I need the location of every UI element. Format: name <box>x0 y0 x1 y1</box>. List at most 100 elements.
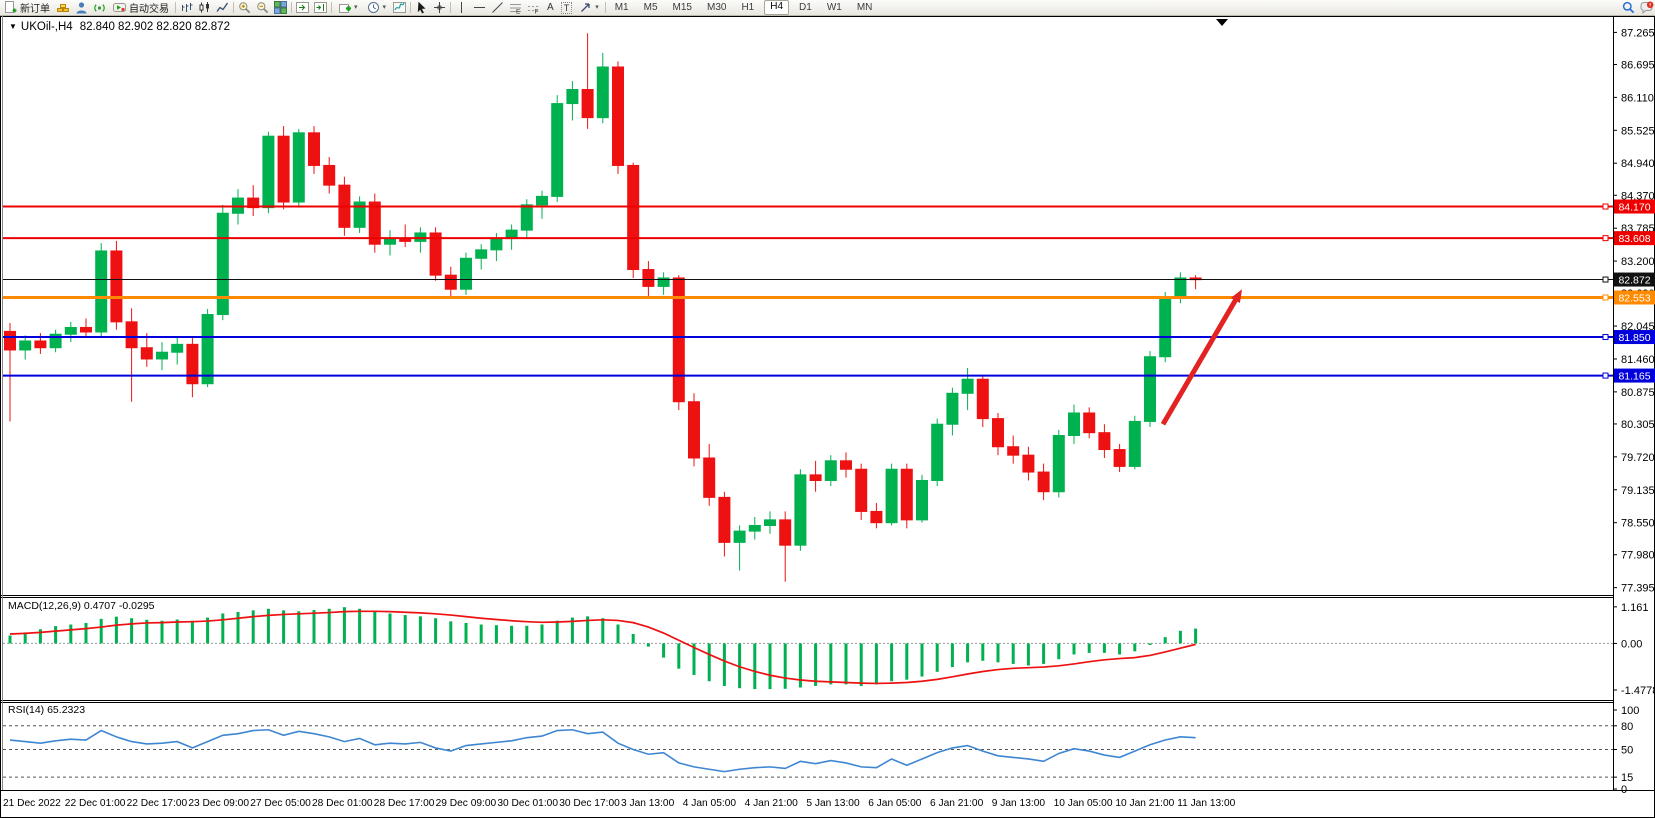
toolbar-separator <box>331 2 332 13</box>
svg-text:80.875: 80.875 <box>1621 387 1655 399</box>
svg-text:11 Jan 13:00: 11 Jan 13:00 <box>1177 798 1235 809</box>
timeframe-button-M30[interactable]: M30 <box>706 2 727 13</box>
macd-histogram-bar <box>829 643 833 685</box>
svg-text:4 Jan 05:00: 4 Jan 05:00 <box>683 798 737 809</box>
svg-text:3 Jan 13:00: 3 Jan 13:00 <box>621 798 675 809</box>
macd-histogram-bar <box>23 632 27 644</box>
price-axis[interactable] <box>1614 16 1655 790</box>
candlestick-chart-icon[interactable] <box>198 1 211 14</box>
shapes-button[interactable]: ▾ <box>577 1 601 15</box>
clock-icon <box>367 1 380 14</box>
svg-text:29 Dec 09:00: 29 Dec 09:00 <box>436 798 497 809</box>
macd-histogram-bar <box>677 643 681 669</box>
fibonacci-fan-tool-icon[interactable]: F <box>527 1 540 14</box>
tile-windows-icon[interactable] <box>274 1 287 14</box>
trend-arrow-annotation[interactable] <box>1160 289 1242 426</box>
macd-histogram-bar <box>373 611 377 644</box>
notification-icon[interactable] <box>1640 1 1654 14</box>
svg-text:27 Dec 05:00: 27 Dec 05:00 <box>250 798 311 809</box>
chart-shift-marker[interactable] <box>1216 19 1228 26</box>
svg-text:86.110: 86.110 <box>1621 92 1654 104</box>
zoom-out-icon[interactable] <box>256 1 269 14</box>
toolbar: 新订单 自动交易 ▾ ▾ E F <box>0 0 1655 16</box>
svg-text:6 Jan 21:00: 6 Jan 21:00 <box>930 798 984 809</box>
macd-histogram-bar <box>753 643 757 690</box>
chart-menu-icon[interactable]: ▼ <box>9 22 17 31</box>
timeframe-button-H4[interactable]: H4 <box>764 0 790 15</box>
trendline-tool-icon[interactable] <box>491 1 504 14</box>
level-handle <box>1602 372 1609 379</box>
macd-histogram-bar <box>494 625 498 644</box>
timeframe-button-M15[interactable]: M15 <box>672 2 692 13</box>
signal-icon[interactable] <box>93 1 106 14</box>
add-indicator-button[interactable]: ▾ <box>336 1 360 15</box>
search-icon[interactable] <box>1622 1 1635 14</box>
timeframe-button-MN[interactable]: MN <box>856 2 873 13</box>
macd-histogram-bar <box>510 625 514 644</box>
time-axis[interactable] <box>0 791 1655 818</box>
rsi-line <box>9 728 1196 773</box>
arrow-shape-icon <box>579 1 592 14</box>
line-chart-icon[interactable] <box>216 1 229 14</box>
macd-histogram-bar <box>388 613 392 644</box>
price-badge <box>1614 330 1655 345</box>
period-button[interactable]: ▾ <box>365 1 389 15</box>
macd-histogram-bar <box>403 615 407 644</box>
macd-histogram-bar <box>114 616 118 644</box>
price-badge <box>1614 368 1655 383</box>
gold-icon[interactable] <box>57 1 70 14</box>
chart-symbol-period: UKOil-,H4 <box>20 21 73 33</box>
macd-histogram-bar <box>297 611 301 644</box>
macd-histogram-bar <box>1148 643 1152 646</box>
macd-histogram-bar <box>160 620 164 644</box>
crosshair-tool-icon[interactable] <box>433 1 446 14</box>
macd-histogram-bar <box>844 643 848 685</box>
macd-histogram-bar <box>145 619 149 644</box>
timeframe-button-M1[interactable]: M1 <box>614 2 629 13</box>
text-tool-button[interactable]: A <box>547 2 554 13</box>
svg-text:83.608: 83.608 <box>1618 233 1650 245</box>
template-icon[interactable] <box>393 1 407 14</box>
vertical-line-tool-icon[interactable] <box>455 1 468 14</box>
zoom-in-icon[interactable] <box>238 1 251 14</box>
level-handle <box>1602 235 1609 242</box>
new-order-label: 新订单 <box>20 4 50 15</box>
fibonacci-tool-icon[interactable]: E <box>509 1 522 14</box>
accounts-icon[interactable] <box>75 1 88 14</box>
autotrading-icon <box>113 1 126 14</box>
horizontal-line-tool-icon[interactable] <box>473 1 486 14</box>
svg-text:-1.4778: -1.4778 <box>1621 685 1655 697</box>
price-levels[interactable] <box>3 203 1613 379</box>
autotrading-button[interactable]: 自动交易 <box>111 1 171 15</box>
dropdown-caret-icon: ▾ <box>595 4 599 11</box>
svg-text:79.720: 79.720 <box>1621 452 1655 464</box>
label-tool-button[interactable]: T <box>560 1 573 14</box>
macd-histogram-bar <box>69 624 73 644</box>
macd-histogram-bar <box>981 643 985 661</box>
rsi-pane <box>3 725 1613 778</box>
chart-shift-icon[interactable] <box>314 1 327 14</box>
macd-histogram-bar <box>570 617 574 644</box>
level-handle <box>1602 276 1609 283</box>
timeframe-button-M5[interactable]: M5 <box>643 2 658 13</box>
cursor-tool-icon[interactable] <box>415 1 428 14</box>
svg-text:28 Dec 17:00: 28 Dec 17:00 <box>374 798 435 809</box>
timeframe-button-H1[interactable]: H1 <box>741 2 755 13</box>
toolbar-separator <box>291 2 292 13</box>
timeframe-button-D1[interactable]: D1 <box>799 2 812 13</box>
macd-histogram-bar <box>38 629 42 644</box>
new-order-button[interactable]: 新订单 <box>2 1 52 15</box>
svg-text:15: 15 <box>1621 772 1633 784</box>
svg-text:10 Jan 05:00: 10 Jan 05:00 <box>1054 798 1113 809</box>
macd-histogram-bar <box>190 620 194 644</box>
timeframe-button-W1[interactable]: W1 <box>826 2 842 13</box>
svg-text:81.850: 81.850 <box>1618 332 1650 344</box>
macd-histogram-bar <box>1133 643 1137 652</box>
macd-histogram-bar <box>874 643 878 685</box>
macd-histogram-bar <box>221 613 225 644</box>
bar-chart-icon[interactable] <box>180 1 193 14</box>
svg-text:84.170: 84.170 <box>1618 202 1650 214</box>
auto-scroll-icon[interactable] <box>296 1 309 14</box>
dropdown-caret-icon: ▾ <box>354 4 358 11</box>
